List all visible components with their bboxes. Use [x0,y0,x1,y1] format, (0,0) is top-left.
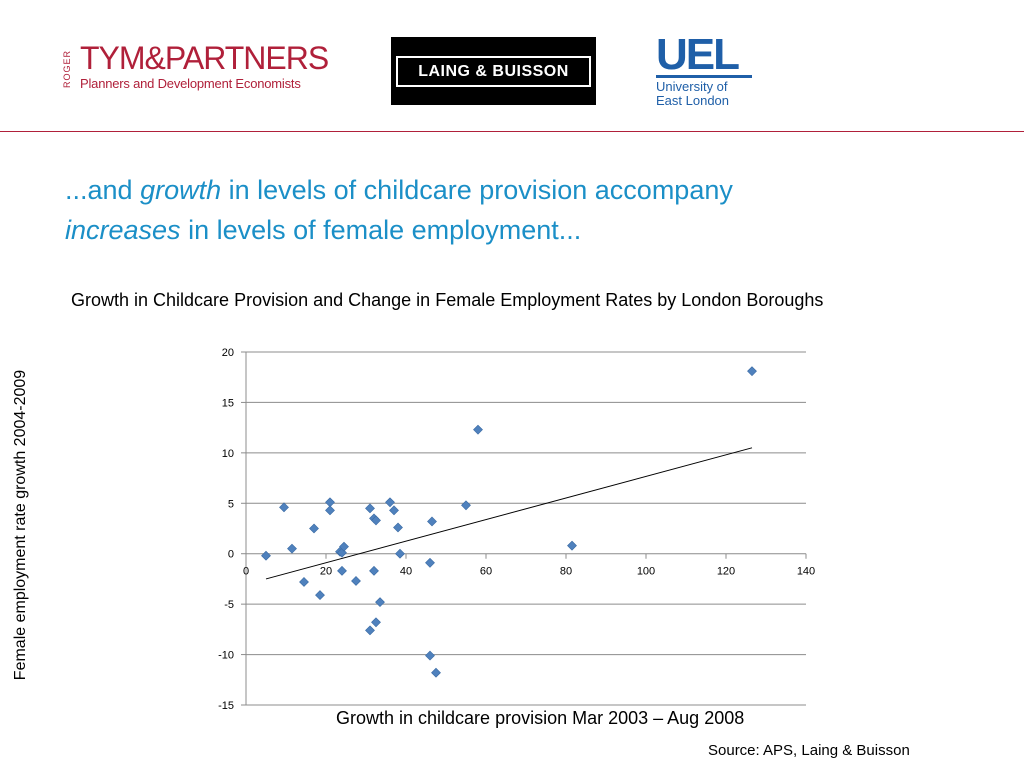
data-point [279,502,289,513]
y-tick-label: 0 [228,549,234,561]
data-point [365,625,375,636]
y-tick-label: -10 [218,650,234,662]
x-tick-label: 20 [320,566,332,578]
trend-line [265,447,753,580]
tym-partners-logo: ROGER TYM&PARTNERS Planners and Developm… [62,40,352,96]
slide-title: ...and growth in levels of childcare pro… [65,170,965,250]
data-point [261,550,271,561]
slide-title-em-growth: growth [140,175,222,205]
slide-title-em-increases: increases [65,215,181,245]
x-tick-label: 60 [480,566,492,578]
y-tick-label: -15 [218,700,234,712]
point-layer [261,366,757,678]
data-point [309,523,319,534]
axis-layer: 20 15 10 5 0 -5 -10 -15 0 20 40 60 80 100 120 140 [218,347,815,712]
source-note: Source: APS, Laing & Buisson [708,742,910,759]
data-point [395,548,405,559]
data-point [325,505,335,516]
data-point [385,497,395,508]
slide-title-part1: ...and [65,175,141,205]
x-tick-label: 140 [797,566,815,578]
y-tick-label: 15 [222,397,234,409]
laing-buisson-logo-text: LAING & BUISSON [396,56,591,87]
data-point [375,597,385,608]
data-point [431,667,441,678]
data-point [339,541,349,552]
y-tick-label: 10 [222,448,234,460]
tym-logo-tagline: Planners and Development Economists [80,76,301,91]
data-point [337,565,347,576]
data-point [371,617,381,628]
uel-logo: UEL University of East London [656,31,756,109]
trend-layer [265,447,753,580]
data-point [473,424,483,435]
data-point [747,366,757,377]
y-tick-label: 5 [228,498,234,510]
x-axis-title: Growth in childcare provision Mar 2003 –… [336,708,745,728]
uel-logo-abbr: UEL [656,30,740,79]
chart-title: Growth in Childcare Provision and Change… [71,290,824,310]
laing-buisson-logo: LAING & BUISSON [391,37,596,105]
x-tick-label: 0 [243,566,249,578]
uel-logo-line2: East London [656,93,730,108]
data-point [425,557,435,568]
uel-logo-bar [656,75,752,78]
data-point [287,543,297,554]
data-point [369,565,379,576]
grid-layer [246,351,806,706]
slide-title-part3: in levels of female employment... [180,215,582,245]
header-divider [0,131,1024,132]
y-axis-title: Female employment rate growth 2004-2009 [12,369,29,681]
y-tick-label: 20 [222,347,234,359]
x-tick-label: 100 [637,566,655,578]
x-tick-label: 40 [400,566,412,578]
x-tick-label: 80 [560,566,572,578]
y-tick-label: -5 [224,599,234,611]
data-point [427,516,437,527]
x-tick-label: 120 [717,566,735,578]
tym-logo-name: TYM&PARTNERS [80,40,329,76]
data-point [351,576,361,586]
slide-title-part2: in levels of childcare provision accompa… [221,175,733,205]
data-point [365,503,375,514]
data-point [567,540,577,551]
data-point [389,505,399,516]
data-point [393,522,403,533]
data-point [315,590,325,600]
data-point [299,577,309,587]
data-point [425,650,435,661]
data-point [461,500,471,511]
uel-logo-line1: University of [656,79,728,94]
data-point [371,515,381,526]
